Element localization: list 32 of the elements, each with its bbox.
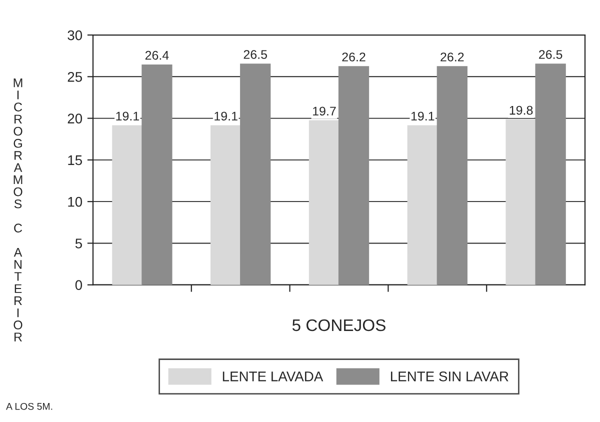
data-label: 26.2 [440,52,464,62]
legend-label: LENTE SIN LAVAR [390,371,508,382]
y-tick-label: 30 [68,30,82,40]
bar [535,64,566,285]
data-label: 26.2 [342,52,366,62]
data-label: 19.1 [116,112,139,121]
data-label: 19.7 [313,106,336,116]
y-tick-label: 15 [68,155,82,166]
text: A LOS 5M. [6,402,52,410]
bar [436,66,468,285]
y-tick-label: 20 [68,114,82,124]
bar [308,120,340,285]
data-label: 19.8 [510,106,533,115]
data-label: 19.1 [411,112,434,121]
bar [210,125,242,285]
data-label: 26.5 [539,50,562,59]
text: MICROGRAMOS C ANTERIOR [14,78,22,342]
data-label: 19.1 [214,112,238,121]
bar [407,125,438,285]
y-tick-label: 10 [68,196,82,207]
y-tick-label: 5 [75,238,82,248]
legend-label: LENTE LAVADA [222,372,324,382]
bar [142,64,172,285]
y-tick-label: 25 [68,72,82,82]
data-label: 26.4 [145,50,169,60]
bar [506,119,536,285]
y-tick-label: 0 [75,280,82,290]
bar [338,66,370,285]
data-label: 26.5 [244,50,267,59]
bar [240,64,271,285]
x-axis-title: 5 CONEJOS [292,319,386,332]
bar [112,125,143,285]
